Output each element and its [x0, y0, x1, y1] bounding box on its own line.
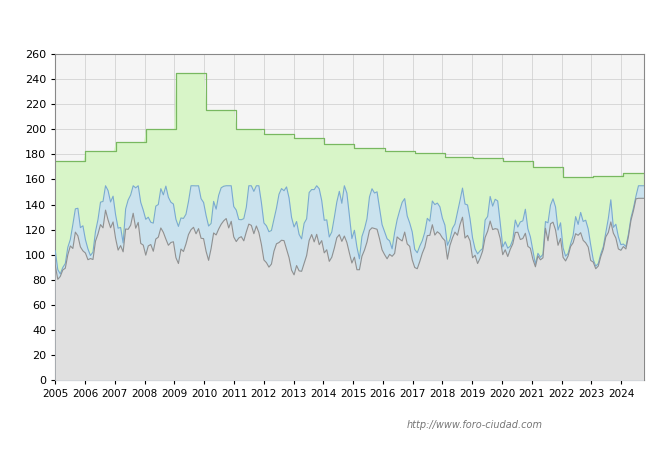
Text: Peguerinos - Evolucion de la poblacion en edad de Trabajar Septiembre de 2024: Peguerinos - Evolucion de la poblacion e… — [25, 17, 625, 30]
Text: http://www.foro-ciudad.com: http://www.foro-ciudad.com — [406, 420, 543, 430]
